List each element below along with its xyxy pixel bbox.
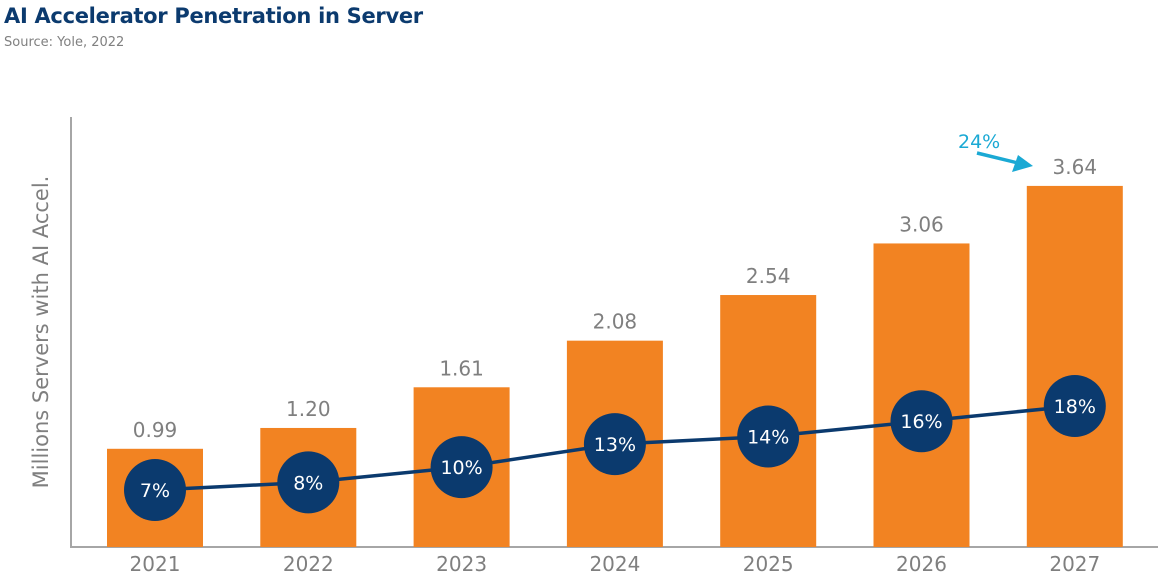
x-tick-label: 2026 [896, 552, 947, 576]
penetration-marker [1043, 374, 1106, 437]
chart-source: Source: Yole, 2022 [4, 35, 125, 50]
bar-value-label: 1.61 [439, 356, 484, 380]
penetration-label: 18% [1054, 396, 1096, 418]
bar-value-label: 0.99 [133, 418, 178, 442]
x-tick-label: 2023 [436, 552, 487, 576]
growth-annotation: 24% [958, 131, 1000, 153]
bar-value-label: 1.20 [286, 397, 331, 421]
penetration-marker [124, 459, 186, 521]
bar-value-label: 3.64 [1053, 155, 1098, 179]
x-tick-label: 2025 [743, 552, 794, 576]
x-tick-label: 2027 [1049, 552, 1100, 576]
x-tick-label: 2021 [130, 552, 181, 576]
penetration-marker [890, 390, 953, 453]
penetration-marker [737, 405, 800, 468]
y-axis-label: Millions Servers with AI Accel. [29, 176, 53, 489]
arrow-icon [1012, 155, 1033, 172]
penetration-marker [430, 436, 493, 499]
bar-2027 [1026, 185, 1123, 548]
annotation-arrow-shaft [976, 151, 1019, 165]
bar-value-label: 3.06 [899, 212, 944, 236]
penetration-label: 8% [293, 472, 323, 494]
bar-value-label: 2.54 [746, 264, 791, 288]
penetration-label: 7% [140, 480, 170, 502]
penetration-label: 10% [440, 457, 482, 479]
chart-title: AI Accelerator Penetration in Server [4, 4, 423, 28]
penetration-label: 13% [594, 434, 636, 456]
x-tick-label: 2022 [283, 552, 334, 576]
penetration-label: 16% [900, 411, 942, 433]
bar-value-label: 2.08 [593, 310, 638, 334]
penetration-marker [583, 413, 646, 476]
penetration-label: 14% [747, 427, 789, 449]
x-tick-label: 2024 [589, 552, 640, 576]
penetration-marker [277, 451, 340, 514]
